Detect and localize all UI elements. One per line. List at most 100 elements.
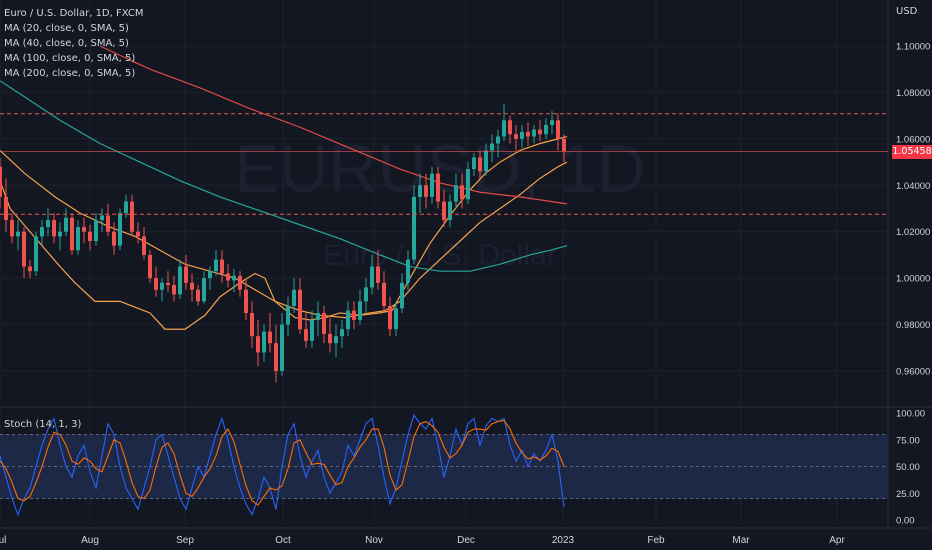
time-tick-label: 2023	[552, 535, 575, 546]
candle-body	[430, 173, 434, 197]
price-tick-label: 0.98000	[896, 320, 930, 331]
legend-ma100[interactable]: MA (100, close, 0, SMA, 5)	[4, 53, 136, 64]
candle-body	[532, 129, 536, 137]
candle-body	[340, 329, 344, 337]
price-tick-label: 1.04000	[896, 181, 930, 192]
candle-body	[514, 134, 518, 139]
candle-body	[508, 120, 512, 135]
candle-body	[544, 124, 548, 135]
candle-body	[130, 201, 134, 232]
time-tick-label: Jul	[0, 535, 6, 546]
candle-body	[70, 217, 74, 251]
candle-body	[220, 259, 224, 274]
candle-body	[112, 231, 116, 246]
candle-body	[82, 227, 86, 232]
time-tick-label: Dec	[457, 535, 475, 546]
dashed-levels	[0, 113, 888, 215]
candle-body	[346, 310, 350, 330]
candle-body	[448, 201, 452, 221]
candle-body	[490, 143, 494, 151]
candle-body	[364, 287, 368, 302]
candle-body	[250, 312, 254, 337]
candle-body	[214, 259, 218, 272]
legend: Euro / U.S. Dollar, 1D, FXCM MA (20, clo…	[4, 6, 143, 81]
candle-body	[286, 306, 290, 325]
candle-body	[202, 278, 206, 302]
candle-body	[136, 231, 140, 237]
watermark-name: Euro / U.S. Dollar	[323, 239, 556, 272]
candle-body	[388, 306, 392, 330]
time-tick-label: Sep	[176, 535, 194, 546]
currency-label: USD	[896, 6, 918, 17]
candle-body	[370, 266, 374, 288]
candle-body	[166, 282, 170, 286]
stochastic-pane: 0.00 25.00 50.00 75.00 100.00	[0, 409, 925, 527]
stoch-tick-label: 100.00	[896, 409, 925, 420]
candle-body	[178, 266, 182, 295]
stoch-k-line	[0, 413, 565, 517]
ma20-line	[0, 135, 568, 330]
candle-body	[262, 331, 266, 353]
candle-body	[526, 131, 530, 137]
legend-symbol[interactable]: Euro / U.S. Dollar, 1D, FXCM	[4, 8, 144, 19]
candle-body	[190, 282, 194, 290]
candle-body	[436, 173, 440, 202]
candle-body	[22, 231, 26, 267]
price-tick-label: 1.06000	[896, 134, 930, 145]
candle-body	[406, 259, 410, 283]
candle-body	[40, 227, 44, 237]
current-price-tag: 1.05458	[892, 145, 932, 159]
candle-body	[28, 266, 32, 272]
candle-body	[562, 138, 566, 152]
candle-body	[64, 217, 68, 232]
candle-body	[418, 185, 422, 197]
time-tick-label: Mar	[732, 535, 750, 546]
price-tick-label: 1.08000	[896, 88, 930, 99]
candle-body	[538, 129, 542, 135]
candle-body	[172, 285, 176, 295]
candle-body	[310, 319, 314, 341]
candle-body	[424, 185, 428, 197]
stoch-tick-label: 0.00	[896, 516, 915, 527]
candle-body	[94, 220, 98, 241]
candle-body	[196, 289, 200, 302]
candle-body	[520, 131, 524, 139]
candle-body	[322, 312, 326, 334]
candle-body	[58, 231, 62, 237]
time-tick-label: Feb	[647, 535, 665, 546]
candle-body	[4, 196, 8, 221]
candle-body	[358, 301, 362, 320]
candle-body	[208, 271, 212, 279]
candle-body	[556, 120, 560, 139]
candle-body	[256, 336, 260, 353]
candle-body	[226, 273, 230, 281]
candle-body	[484, 150, 488, 172]
candle-body	[334, 336, 338, 344]
candle-body	[472, 157, 476, 170]
legend-ma40[interactable]: MA (40, close, 0, SMA, 5)	[4, 38, 129, 49]
candle-body	[316, 312, 320, 320]
stoch-label[interactable]: Stoch (14, 1, 3)	[4, 419, 82, 430]
candle-body	[268, 331, 272, 344]
candle-body	[376, 266, 380, 283]
candle-body	[16, 231, 20, 237]
stoch-tick-label: 75.00	[896, 435, 920, 446]
candle-body	[502, 120, 506, 137]
candle-body	[244, 289, 248, 313]
candle-body	[328, 333, 332, 344]
stoch-d-line	[0, 419, 565, 506]
candle-body	[412, 196, 416, 260]
candle-body	[400, 282, 404, 309]
stoch-tick-label: 50.00	[896, 462, 920, 473]
legend-ma200[interactable]: MA (200, close, 0, SMA, 5)	[4, 68, 136, 79]
candle-body	[0, 166, 2, 197]
price-axis: 0.96000 0.98000 1.00000 1.02000 1.04000 1.060…	[896, 42, 930, 378]
ma200-line	[99, 45, 568, 205]
candle-body	[100, 215, 104, 221]
legend-ma20[interactable]: MA (20, close, 0, SMA, 5)	[4, 23, 129, 34]
stoch-tick-label: 25.00	[896, 489, 920, 500]
candle-body	[34, 236, 38, 272]
time-tick-label: Apr	[829, 535, 845, 546]
candle-body	[142, 236, 146, 255]
